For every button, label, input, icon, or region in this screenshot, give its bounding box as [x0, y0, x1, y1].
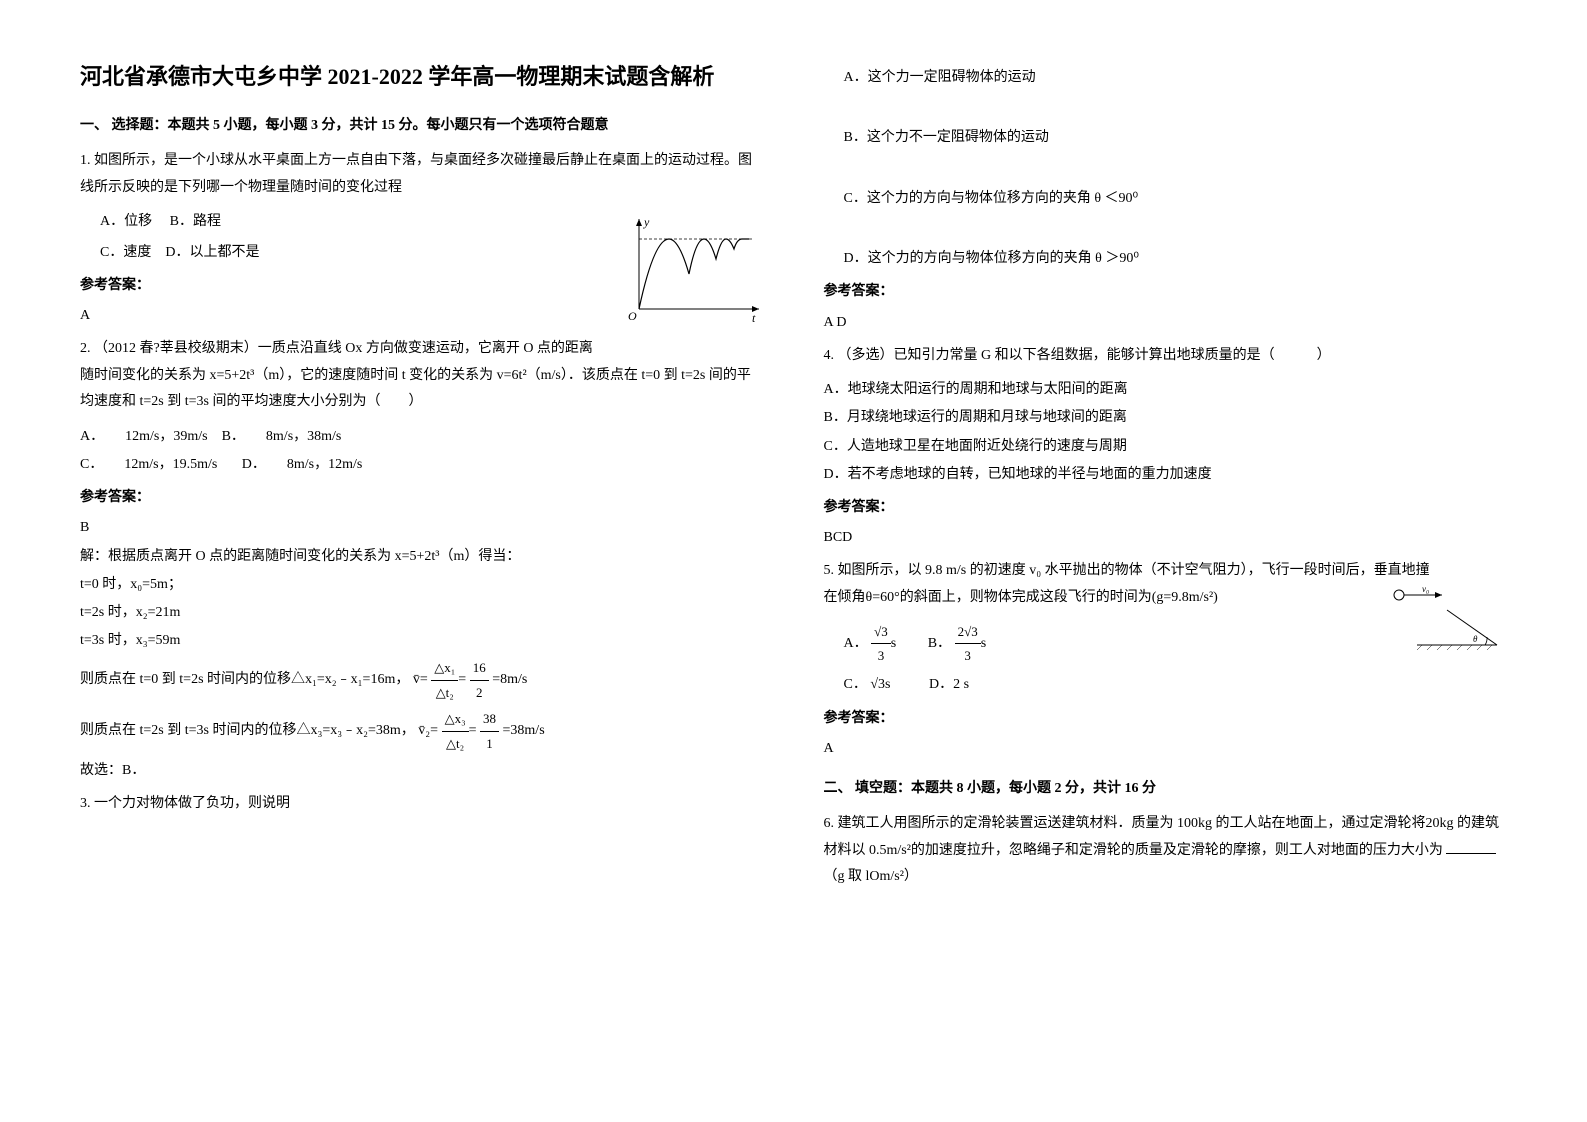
- q5-text1: 5. 如图所示，以 9.8 m/s 的初速度 v₀ 水平抛出的物体（不计空气阻力…: [824, 563, 1430, 578]
- q6-blank: [1446, 853, 1496, 854]
- svg-text:θ: θ: [1473, 634, 1478, 644]
- q4-answer: BCD: [824, 525, 1508, 550]
- q3-optC: C．这个力的方向与物体位移方向的夹角 θ ＜90⁰: [844, 186, 1508, 211]
- q5-optC-label: C．: [844, 677, 867, 692]
- q4-optA: A．地球绕太阳运行的周期和地球与太阳间的距离: [824, 377, 1508, 402]
- q2-sol-line6: 则质点在 t=2s 到 t=3s 时间内的位移△x₃=x₃﹣x₂=38m， v̄…: [80, 707, 764, 755]
- q2-formula1: v̄= △x₁ △t₂ = 16 2: [413, 656, 489, 704]
- num-38: 38: [480, 707, 499, 731]
- q4-optD: D．若不考虑地球的自转，已知地球的半径与地面的重力加速度: [824, 462, 1508, 487]
- right-column: A．这个力一定阻碍物体的运动 B．这个力不一定阻碍物体的运动 C．这个力的方向与…: [794, 60, 1538, 1062]
- den-dt2: △t₂: [431, 681, 458, 704]
- optA-num: √3: [871, 620, 891, 644]
- q2-optA: A． 12m/s，39m/s: [80, 429, 208, 444]
- vbar2-label: v̄₂=: [418, 723, 438, 738]
- q2-opts-row2: C． 12m/s，19.5m/s D． 8m/s，12m/s: [80, 452, 764, 477]
- q2-optB: B． 8m/s，38m/s: [222, 429, 342, 444]
- q5-opts-row2: C． √3s D．2 s: [844, 672, 1508, 697]
- q3-answer-key: 参考答案：: [824, 279, 1508, 304]
- q5-optC-val: √3s: [870, 677, 890, 692]
- den-dt2b: △t₂: [442, 732, 469, 755]
- svg-text:v₀: v₀: [1422, 585, 1429, 594]
- question-2: 2. （2012 春?莘县校级期末）一质点沿直线 Ox 方向做变速运动，它离开 …: [80, 336, 764, 416]
- q2-sol-line6a: 则质点在 t=2s 到 t=3s 时间内的位移△x₃=x₃﹣x₂=38m，: [80, 723, 415, 738]
- question-1: 1. 如图所示，是一个小球从水平桌面上方一点自由下落，与桌面经多次碰撞最后静止在…: [80, 148, 764, 201]
- section1-header: 一、 选择题：本题共 5 小题，每小题 3 分，共计 15 分。每小题只有一个选…: [80, 113, 764, 138]
- q2-sol-line3: t=2s 时，x₂=21m: [80, 600, 764, 625]
- q2-sol-line5a: 则质点在 t=0 到 t=2s 时间内的位移△x₁=x₂﹣x₁=16m，: [80, 673, 409, 688]
- optA-den: 3: [871, 644, 891, 667]
- q2-optD: D． 8m/s，12m/s: [242, 457, 363, 472]
- q1-text: 1. 如图所示，是一个小球从水平桌面上方一点自由下落，与桌面经多次碰撞最后静止在…: [80, 153, 752, 195]
- q2-answer: B: [80, 515, 764, 540]
- q2-answer-key: 参考答案：: [80, 485, 764, 510]
- q2-sol-line6b: =38m/s: [503, 723, 545, 738]
- q5-optD: D．2 s: [929, 677, 969, 692]
- den-1: 1: [480, 732, 499, 755]
- question-6: 6. 建筑工人用图所示的定滑轮装置运送建筑材料．质量为 100kg 的工人站在地…: [824, 811, 1508, 891]
- frac-dx1-dt2: △x₁ △t₂: [431, 656, 458, 704]
- left-column: 河北省承德市大屯乡中学 2021-2022 学年高一物理期末试题含解析 一、 选…: [50, 60, 794, 1062]
- svg-text:y: y: [643, 215, 650, 229]
- section2-header: 二、 填空题：本题共 8 小题，每小题 2 分，共计 16 分: [824, 776, 1508, 801]
- q2-sol-line2: t=0 时，x₀=5m；: [80, 572, 764, 597]
- q6-text: 6. 建筑工人用图所示的定滑轮装置运送建筑材料．质量为 100kg 的工人站在地…: [824, 816, 1500, 858]
- q2-sol-line4: t=3s 时，x₃=59m: [80, 628, 764, 653]
- q5-diagram: v₀ θ: [1387, 585, 1507, 666]
- q3-optD: D．这个力的方向与物体位移方向的夹角 θ ＞90⁰: [844, 246, 1508, 271]
- question-3: 3. 一个力对物体做了负功，则说明: [80, 791, 764, 818]
- q1-graph: y t O: [624, 214, 764, 333]
- optB-s: s: [981, 636, 986, 651]
- q3-optB: B．这个力不一定阻碍物体的运动: [844, 125, 1508, 150]
- q5-optB-label: B．: [928, 636, 951, 651]
- q2-optC: C． 12m/s，19.5m/s: [80, 457, 217, 472]
- optB-den: 3: [955, 644, 981, 667]
- q2-sol-line5b: =8m/s: [492, 673, 527, 688]
- optB-num: 2√3: [955, 620, 981, 644]
- q5-answer: A: [824, 736, 1508, 761]
- vbar-label: v̄=: [413, 673, 428, 688]
- den-2: 2: [470, 681, 489, 704]
- q4-optC: C．人造地球卫星在地面附近处绕行的速度与周期: [824, 434, 1508, 459]
- q5-optA-frac: √3 3: [871, 620, 891, 668]
- q1-optD: D．以上都不是: [165, 245, 259, 260]
- frac-16-2: 16 2: [470, 656, 489, 704]
- q2-formula2: v̄₂= △x₃ △t₂ = 38 1: [418, 707, 499, 755]
- q2-sol-line1: 解：根据质点离开 O 点的距离随时间变化的关系为 x=5+2t³（m）得当：: [80, 544, 764, 569]
- page-title: 河北省承德市大屯乡中学 2021-2022 学年高一物理期末试题含解析: [80, 60, 764, 93]
- num-dx1: △x₁: [431, 656, 458, 680]
- svg-text:O: O: [628, 309, 637, 323]
- num-dx3: △x₃: [442, 707, 469, 731]
- frac-38-1: 38 1: [480, 707, 499, 755]
- q5-optA-label: A．: [844, 636, 868, 651]
- q1-optB: B．路程: [170, 214, 221, 229]
- svg-text:t: t: [752, 311, 756, 324]
- q3-answer: A D: [824, 310, 1508, 335]
- q1-optA: A．位移: [100, 214, 152, 229]
- q5-answer-key: 参考答案：: [824, 706, 1508, 731]
- q4-answer-key: 参考答案：: [824, 495, 1508, 520]
- q1-optC: C．速度: [100, 245, 151, 260]
- q6-unit: （g 取 lOm/s²）: [824, 869, 918, 884]
- num-16: 16: [470, 656, 489, 680]
- optA-s: s: [891, 636, 896, 651]
- bounce-graph-svg: y t O: [624, 214, 764, 324]
- q2-opts-row1: A． 12m/s，39m/s B． 8m/s，38m/s: [80, 424, 764, 449]
- q2-sol-line5: 则质点在 t=0 到 t=2s 时间内的位移△x₁=x₂﹣x₁=16m， v̄=…: [80, 656, 764, 704]
- q4-optB: B．月球绕地球运行的周期和月球与地球间的距离: [824, 405, 1508, 430]
- question-5: 5. 如图所示，以 9.8 m/s 的初速度 v₀ 水平抛出的物体（不计空气阻力…: [824, 558, 1508, 611]
- incline-svg: v₀ θ: [1387, 585, 1507, 655]
- q3-optA: A．这个力一定阻碍物体的运动: [844, 65, 1508, 90]
- frac-dx3-dt2: △x₃ △t₂: [442, 707, 469, 755]
- q5-optB-frac: 2√3 3: [955, 620, 981, 668]
- q2-sol-line7: 故选：B．: [80, 758, 764, 783]
- question-4: 4. （多选）已知引力常量 G 和以下各组数据，能够计算出地球质量的是（ ）: [824, 343, 1508, 370]
